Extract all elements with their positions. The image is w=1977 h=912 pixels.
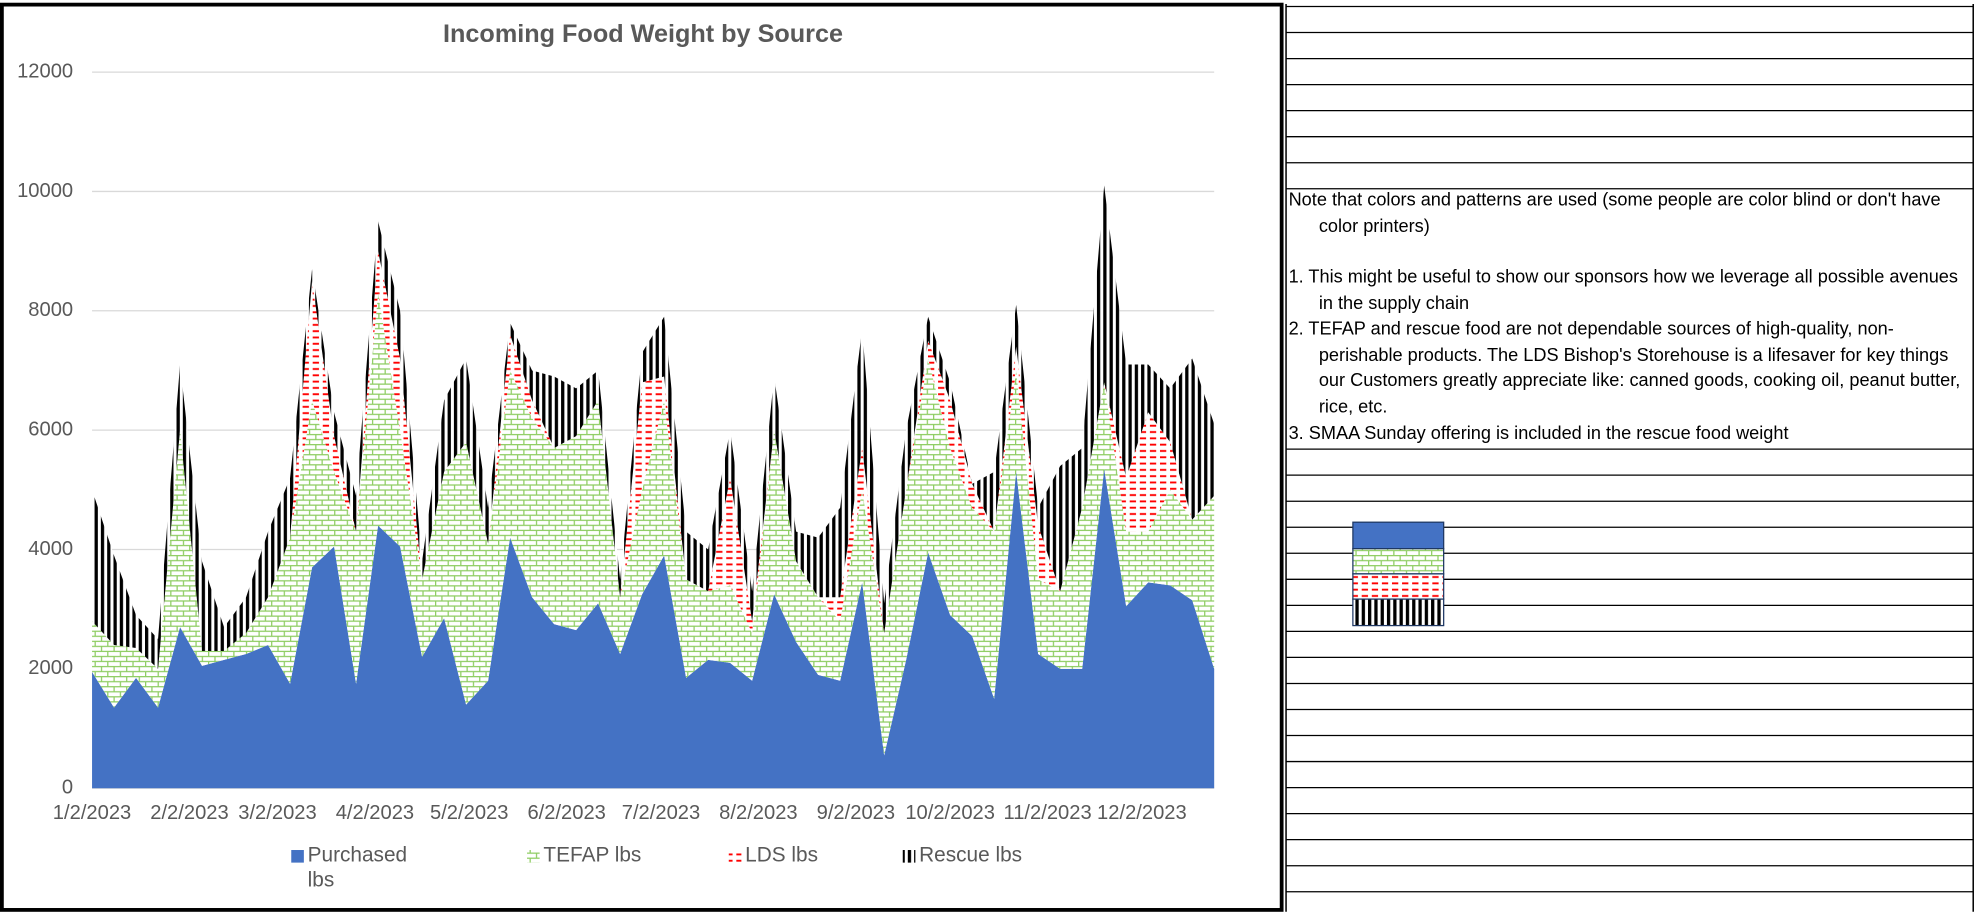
x-tick-label: 12/2/2023 — [1097, 802, 1187, 824]
x-tick-label: 9/2/2023 — [817, 802, 895, 824]
area — [92, 251, 1215, 669]
note-cell: 1. This might be useful to show our spon… — [1288, 267, 1958, 314]
y-tick-label: 2000 — [28, 657, 73, 679]
legend-label: LDS lbs — [745, 843, 819, 867]
legend-entry: Rescue lbs — [919, 843, 1023, 867]
legend-swatch — [902, 850, 916, 863]
legend-entry: LDS lbs — [745, 843, 819, 867]
swatch-box — [1352, 548, 1445, 575]
x-tick-label: 5/2/2023 — [430, 802, 508, 824]
x-tick-label: 2/2/2023 — [150, 802, 228, 824]
x-tick-label: 8/2/2023 — [719, 802, 797, 824]
legend-swatch — [728, 850, 742, 863]
legend-entry: Purchased lbs — [307, 843, 408, 892]
cell-grid — [1286, 5, 1974, 893]
chart-border — [0, 2, 1284, 912]
note-text: 2. TEFAP and rescue food are not dependa… — [1288, 319, 1961, 418]
legend-label: TEFAP lbs — [543, 843, 642, 867]
pattern-swatch — [1352, 521, 1445, 627]
note-text: 1. This might be useful to show our spon… — [1288, 267, 1958, 314]
x-tick-label: 1/2/2023 — [53, 802, 131, 824]
legend-swatch — [527, 850, 540, 863]
swatch-box — [1352, 598, 1445, 627]
swatch-box — [1352, 573, 1445, 600]
note-cell: 2. TEFAP and rescue food are not dependa… — [1288, 319, 1961, 418]
x-tick-label: 4/2/2023 — [336, 802, 414, 824]
y-tick-label: 0 — [62, 777, 73, 799]
note-text: Note that colors and patterns are used (… — [1288, 190, 1941, 237]
y-tick-label: 4000 — [28, 538, 73, 560]
legend-label: Rescue lbs — [919, 843, 1023, 867]
y-tick-label: 6000 — [28, 418, 73, 440]
legend-swatch — [291, 850, 304, 863]
note-cell: 3. SMAA Sunday offering is included in t… — [1288, 423, 1789, 445]
area — [92, 292, 1215, 756]
x-tick-label: 7/2/2023 — [622, 802, 700, 824]
x-tick-label: 6/2/2023 — [527, 802, 605, 824]
chart-title: Incoming Food Weight by Source — [443, 20, 843, 48]
y-tick-label: 8000 — [28, 299, 73, 321]
y-tick-label: 10000 — [17, 180, 73, 202]
legend-label: Purchased lbs — [307, 843, 408, 892]
legend-entry: TEFAP lbs — [543, 843, 642, 867]
note-cell: Note that colors and patterns are used (… — [1288, 190, 1941, 237]
y-tick-label: 12000 — [17, 60, 73, 82]
x-tick-label: 10/2/2023 — [905, 802, 995, 824]
x-tick-label: 11/2/2023 — [1004, 802, 1092, 824]
area — [92, 185, 1215, 669]
area — [92, 468, 1215, 789]
note-text: 3. SMAA Sunday offering is included in t… — [1288, 423, 1789, 445]
x-tick-label: 3/2/2023 — [238, 802, 316, 824]
